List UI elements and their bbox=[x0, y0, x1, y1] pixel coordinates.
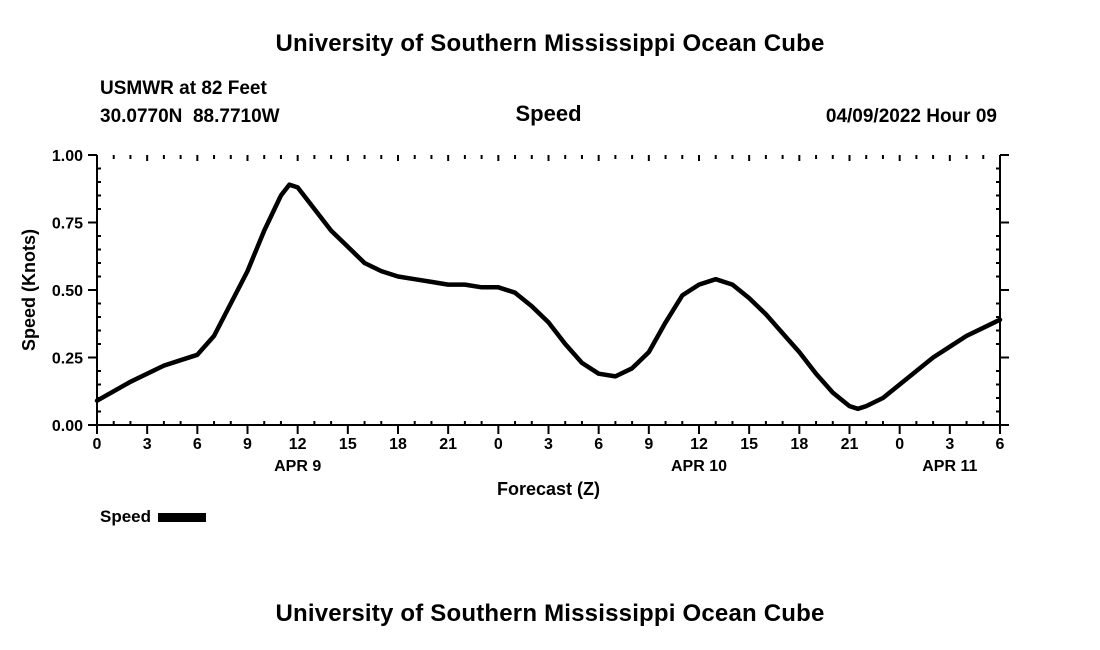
x-tick-label: 0 bbox=[93, 436, 102, 453]
x-tick-label: 18 bbox=[389, 436, 407, 453]
x-tick-label: 12 bbox=[289, 436, 307, 453]
x-tick-label: 6 bbox=[594, 436, 603, 453]
station-label: USMWR at 82 Feet bbox=[100, 78, 267, 99]
x-tick-label: 0 bbox=[494, 436, 503, 453]
y-tick-label: 0.75 bbox=[52, 216, 83, 233]
x-axis-title: Forecast (Z) bbox=[497, 479, 600, 499]
coordinates-label: 30.0770N 88.7710W bbox=[100, 106, 280, 127]
x-tick-label: 6 bbox=[193, 436, 202, 453]
y-tick-label: 0.50 bbox=[52, 283, 83, 300]
page-title-bottom: University of Southern Mississippi Ocean… bbox=[275, 600, 825, 627]
x-tick-label: 3 bbox=[544, 436, 553, 453]
y-tick-label: 0.00 bbox=[52, 418, 83, 435]
x-tick-label: 15 bbox=[740, 436, 758, 453]
legend-line-swatch bbox=[158, 512, 207, 522]
x-tick-label: 21 bbox=[439, 436, 457, 453]
speed-line-chart: 0 3 6 9 12 15 18 21 0 3 6 9 12 15 18 21 0 3 6 0.00 0.25 0.50 0… bbox=[19, 148, 1009, 499]
date-label: APR 11 bbox=[922, 458, 977, 475]
x-tick-label: 21 bbox=[841, 436, 859, 453]
legend-label: Speed bbox=[100, 507, 152, 526]
page-title-top: University of Southern Mississippi Ocean… bbox=[275, 30, 825, 57]
x-tick-label: 6 bbox=[996, 436, 1005, 453]
x-tick-label: 3 bbox=[143, 436, 152, 453]
x-tick-label: 3 bbox=[945, 436, 954, 453]
y-tick-label: 1.00 bbox=[52, 148, 83, 165]
speed-series-line bbox=[94, 182, 1003, 412]
legend: Speed bbox=[100, 507, 207, 527]
x-tick-label: 9 bbox=[644, 436, 653, 453]
x-tick-label: 18 bbox=[790, 436, 808, 453]
x-tick-label: 12 bbox=[690, 436, 708, 453]
date-label: APR 9 bbox=[274, 458, 321, 475]
datetime-label: 04/09/2022 Hour 09 bbox=[825, 106, 997, 127]
x-tick-label: 0 bbox=[895, 436, 904, 453]
y-tick-label: 0.25 bbox=[52, 351, 83, 368]
x-tick-label: 9 bbox=[243, 436, 252, 453]
y-axis-title: Speed (Knots) bbox=[19, 229, 39, 351]
date-label: APR 10 bbox=[671, 458, 727, 475]
plot-title: Speed bbox=[515, 101, 582, 126]
x-tick-label: 15 bbox=[339, 436, 357, 453]
